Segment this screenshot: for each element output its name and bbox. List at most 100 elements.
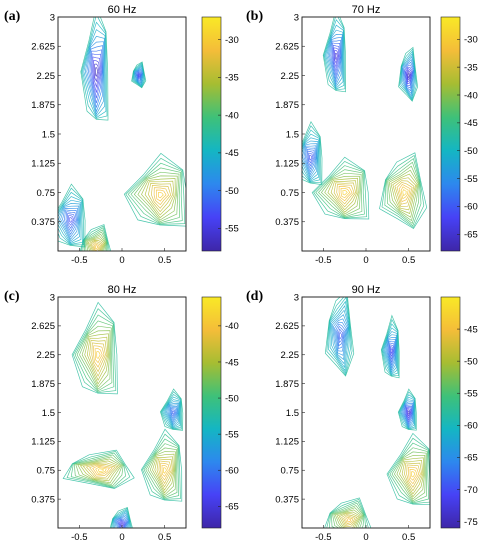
contour-line: [82, 227, 109, 251]
colorbar-tick-label: -45: [225, 148, 239, 159]
contour-line: [79, 325, 112, 390]
colorbar-tick-label: -40: [225, 321, 239, 332]
y-tick-label: 3: [50, 292, 55, 303]
contour-line: [130, 167, 181, 224]
colorbar-tick-label: -30: [464, 35, 478, 46]
contour-line: [91, 342, 106, 373]
contour-line: [170, 408, 177, 419]
contour-line: [323, 17, 346, 91]
contour-line: [315, 165, 365, 218]
colorbar-border: [440, 16, 461, 252]
contour-line: [84, 333, 110, 385]
contour-line: [93, 243, 100, 251]
contour-line: [142, 433, 181, 500]
contour-line: [311, 156, 370, 220]
contour-line: [133, 171, 180, 223]
panel-label: (b): [246, 9, 263, 24]
contour-line: [302, 129, 321, 183]
contour-line: [341, 514, 358, 528]
contour-line: [404, 405, 413, 423]
contour-line: [90, 53, 102, 99]
contour-line: [383, 331, 398, 375]
y-tick-label: 1.5: [42, 129, 55, 140]
panel-label: (c): [4, 289, 20, 304]
contour-group: [80, 17, 109, 121]
contour-line: [169, 406, 178, 421]
y-tick-label: 1.5: [286, 129, 299, 140]
contour-line: [400, 50, 416, 101]
contour-line: [163, 467, 167, 474]
colorbar-tick-label: -30: [225, 35, 239, 46]
contour-line: [390, 346, 394, 358]
contour-line: [58, 191, 83, 245]
contour-line: [155, 189, 167, 202]
contour-line: [333, 47, 340, 69]
contour-line: [109, 507, 133, 528]
y-tick-label: 2.625: [275, 321, 299, 332]
contour-line: [318, 169, 363, 218]
contour-line: [306, 148, 316, 170]
contour-line: [138, 73, 140, 78]
colorbar-tick-label: -45: [464, 118, 478, 129]
contour-line: [342, 189, 348, 196]
contour-group: [379, 152, 428, 229]
colorbar-tick-label: -45: [225, 357, 239, 368]
contour-line: [137, 175, 178, 221]
contour-line: [97, 468, 104, 473]
contour-group: [62, 449, 135, 489]
contour-line: [137, 72, 141, 79]
contour-group: [109, 507, 133, 528]
contour-line: [302, 137, 319, 181]
contour-group: [160, 388, 184, 431]
contour-line: [384, 334, 397, 373]
colorbar-tick-label: -65: [225, 502, 239, 513]
contour-line: [85, 233, 107, 251]
x-tick-label: 0: [363, 255, 368, 266]
contour-line: [402, 402, 414, 427]
contour-line: [136, 71, 142, 80]
contour-line: [120, 522, 124, 527]
contour-line: [92, 465, 110, 476]
colorbar-border: [440, 296, 461, 529]
contour-line: [160, 388, 184, 431]
contour-line: [336, 325, 345, 347]
contour-line: [148, 183, 173, 213]
contour-line: [406, 464, 421, 488]
contour-line: [324, 19, 345, 90]
y-tick-label: 3: [50, 12, 55, 23]
y-tick-label: 1.125: [275, 159, 299, 170]
contour-line: [89, 339, 108, 377]
colorbar-tick-label: -60: [464, 202, 478, 213]
contour-line: [303, 145, 317, 176]
contour-line: [58, 196, 83, 245]
contour-line: [388, 169, 419, 218]
contour-line: [397, 388, 417, 431]
contour-line: [308, 152, 314, 164]
contour-line: [58, 199, 82, 244]
contour-line: [63, 209, 78, 235]
contour-line: [404, 462, 423, 492]
contour-line: [70, 452, 126, 488]
y-tick-label: 1.875: [31, 379, 55, 390]
contour-line: [67, 213, 76, 229]
contour-group: [397, 388, 417, 431]
panel-3: (c) 80 Hz 0.375 0.75 1.125 1.5 1.875 2.25 2.625 3…: [4, 284, 239, 543]
y-tick-label: 2.25: [37, 350, 56, 361]
y-tick-label: 1.5: [286, 408, 299, 419]
contour-lines: [324, 297, 430, 528]
x-tick-label: 0.5: [402, 532, 415, 543]
y-tick-label: 1.125: [31, 437, 55, 448]
colorbar-tick-label: -60: [464, 421, 478, 432]
contour-group: [302, 120, 323, 186]
contour-line: [345, 516, 354, 525]
colorbar: [202, 17, 221, 251]
contour-line: [167, 404, 179, 425]
colorbar-tick-label: -60: [225, 466, 239, 477]
contour-line: [386, 432, 430, 505]
y-tick-label: 1.875: [31, 100, 55, 111]
y-tick-label: 3: [294, 292, 299, 303]
contour-line: [399, 48, 417, 102]
contour-line: [382, 323, 399, 376]
contour-line: [81, 225, 110, 251]
